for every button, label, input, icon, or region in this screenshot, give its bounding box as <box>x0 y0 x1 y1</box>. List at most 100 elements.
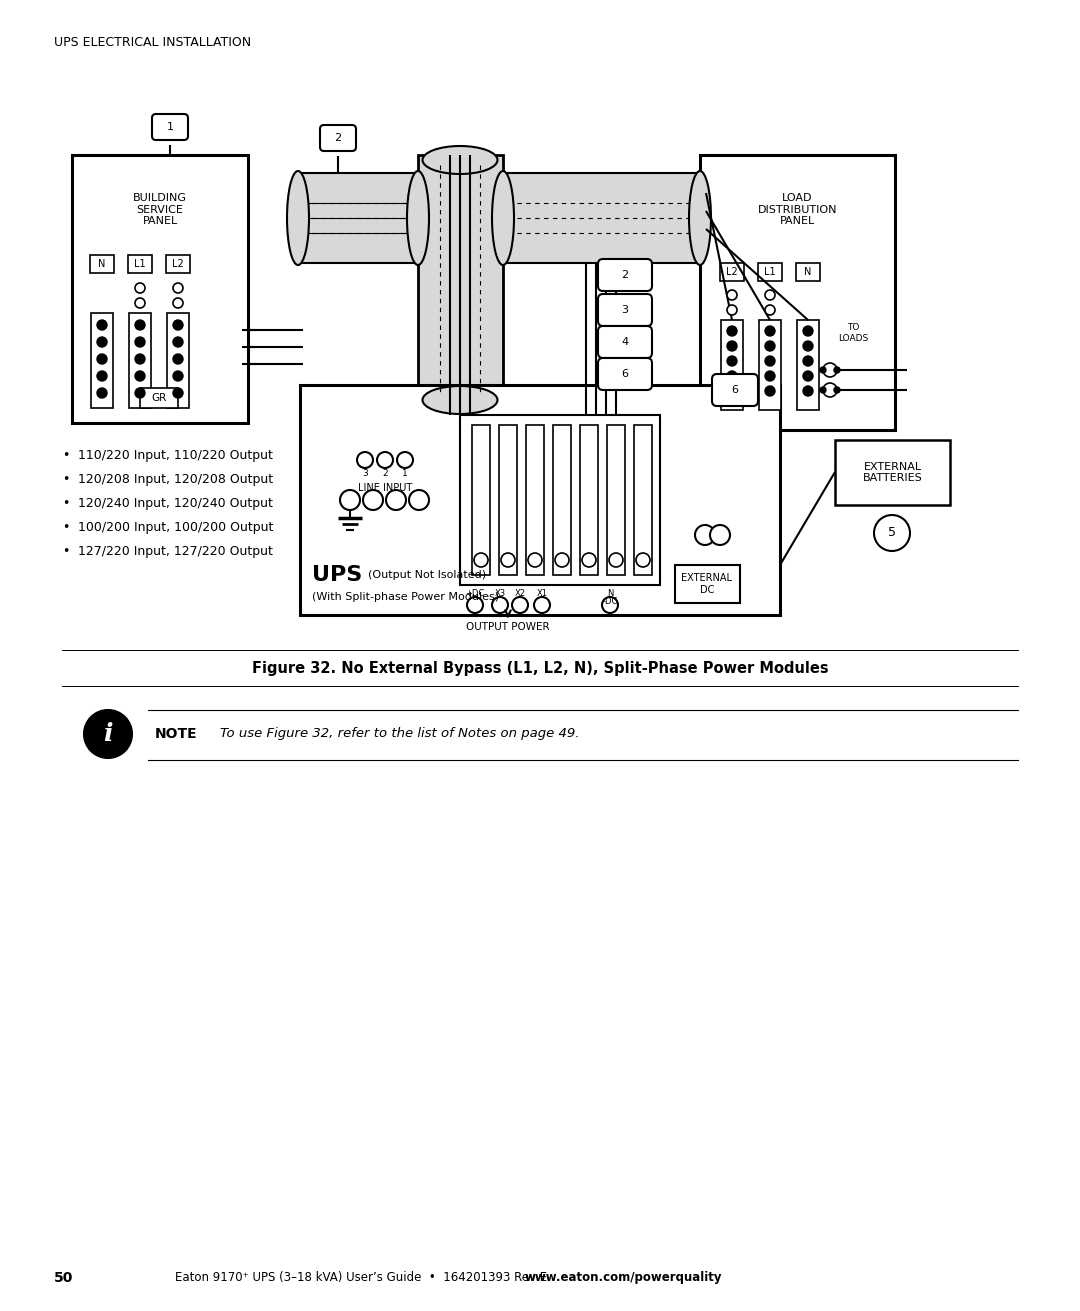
Circle shape <box>874 515 910 551</box>
Bar <box>526 425 544 576</box>
Text: 6: 6 <box>621 368 629 379</box>
Bar <box>472 425 490 576</box>
Circle shape <box>135 337 145 347</box>
Ellipse shape <box>407 170 429 265</box>
Bar <box>129 256 152 273</box>
Bar <box>700 155 895 430</box>
Bar <box>721 320 743 410</box>
Circle shape <box>727 305 737 315</box>
Text: X3: X3 <box>495 589 505 598</box>
Circle shape <box>804 371 813 382</box>
Circle shape <box>135 320 145 330</box>
Text: (With Split-phase Power Modules): (With Split-phase Power Modules) <box>312 593 499 602</box>
Circle shape <box>386 490 406 510</box>
Circle shape <box>765 357 775 366</box>
Bar <box>140 388 178 408</box>
Text: 120/240 Input, 120/240 Output: 120/240 Input, 120/240 Output <box>78 497 273 510</box>
Circle shape <box>820 367 826 374</box>
Circle shape <box>804 385 813 396</box>
Bar <box>580 425 598 576</box>
Text: 2: 2 <box>335 132 341 143</box>
Circle shape <box>823 363 837 378</box>
Bar <box>796 264 820 281</box>
Circle shape <box>534 597 550 614</box>
Circle shape <box>135 388 145 399</box>
Circle shape <box>820 387 826 393</box>
Circle shape <box>173 320 183 330</box>
Text: L1: L1 <box>134 260 146 269</box>
Text: X2: X2 <box>514 589 526 598</box>
Circle shape <box>377 452 393 468</box>
Circle shape <box>609 553 623 566</box>
Text: LINE INPUT: LINE INPUT <box>357 482 413 493</box>
Bar <box>634 425 652 576</box>
Circle shape <box>97 388 107 399</box>
Text: www.eaton.com/powerquality: www.eaton.com/powerquality <box>525 1272 723 1285</box>
Circle shape <box>474 553 488 566</box>
Text: UPS: UPS <box>312 565 362 585</box>
Circle shape <box>135 283 145 292</box>
Text: L2: L2 <box>172 260 184 269</box>
Bar <box>167 313 189 408</box>
Text: 5: 5 <box>888 527 896 540</box>
Bar <box>298 173 418 264</box>
Bar <box>91 313 113 408</box>
Circle shape <box>135 298 145 308</box>
Circle shape <box>173 283 183 292</box>
Bar <box>797 320 819 410</box>
Bar <box>166 256 190 273</box>
Circle shape <box>765 371 775 382</box>
Text: NOTE: NOTE <box>156 728 198 741</box>
Text: UPS ELECTRICAL INSTALLATION: UPS ELECTRICAL INSTALLATION <box>54 35 252 49</box>
Text: L1: L1 <box>765 267 775 277</box>
Circle shape <box>834 367 840 374</box>
Bar <box>720 264 744 281</box>
Circle shape <box>765 290 775 300</box>
Circle shape <box>804 357 813 366</box>
Circle shape <box>135 371 145 382</box>
Text: To use Figure 32, refer to the list of Notes on page 49.: To use Figure 32, refer to the list of N… <box>220 728 580 741</box>
Text: 3: 3 <box>362 469 368 479</box>
Text: N: N <box>607 589 613 598</box>
Circle shape <box>727 341 737 351</box>
Ellipse shape <box>492 170 514 265</box>
Text: •: • <box>62 472 69 485</box>
Bar <box>675 565 740 603</box>
Bar <box>418 155 503 405</box>
Text: 127/220 Input, 127/220 Output: 127/220 Input, 127/220 Output <box>78 544 273 557</box>
Text: 50: 50 <box>54 1270 73 1285</box>
Circle shape <box>512 597 528 614</box>
Text: 1: 1 <box>166 122 174 132</box>
Circle shape <box>363 490 383 510</box>
Circle shape <box>357 452 373 468</box>
Text: 110/220 Input, 110/220 Output: 110/220 Input, 110/220 Output <box>78 448 273 461</box>
Text: LOAD
DISTRIBUTION
PANEL: LOAD DISTRIBUTION PANEL <box>758 193 837 227</box>
Ellipse shape <box>422 385 498 414</box>
Text: 3: 3 <box>621 305 629 315</box>
Text: (Output Not Isolated): (Output Not Isolated) <box>368 570 486 579</box>
Text: 100/200 Input, 100/200 Output: 100/200 Input, 100/200 Output <box>78 520 273 534</box>
Circle shape <box>636 553 650 566</box>
Circle shape <box>765 385 775 396</box>
Circle shape <box>555 553 569 566</box>
Text: •: • <box>62 448 69 461</box>
Circle shape <box>727 385 737 396</box>
Text: •: • <box>62 497 69 510</box>
Ellipse shape <box>287 170 309 265</box>
Text: L2: L2 <box>726 267 738 277</box>
Circle shape <box>765 341 775 351</box>
Bar <box>300 385 780 615</box>
Bar <box>90 256 114 273</box>
Text: EXTERNAL
BATTERIES: EXTERNAL BATTERIES <box>863 461 922 484</box>
Text: •: • <box>62 520 69 534</box>
Bar <box>499 425 517 576</box>
Text: 4: 4 <box>621 337 629 347</box>
Circle shape <box>397 452 413 468</box>
Circle shape <box>804 341 813 351</box>
Text: Eaton 9170⁺ UPS (3–18 kVA) User’s Guide  •  164201393 Rev E: Eaton 9170⁺ UPS (3–18 kVA) User’s Guide … <box>175 1272 555 1285</box>
Text: BUILDING
SERVICE
PANEL: BUILDING SERVICE PANEL <box>133 193 187 227</box>
Circle shape <box>710 524 730 545</box>
Circle shape <box>602 597 618 614</box>
Circle shape <box>97 337 107 347</box>
Ellipse shape <box>689 170 711 265</box>
